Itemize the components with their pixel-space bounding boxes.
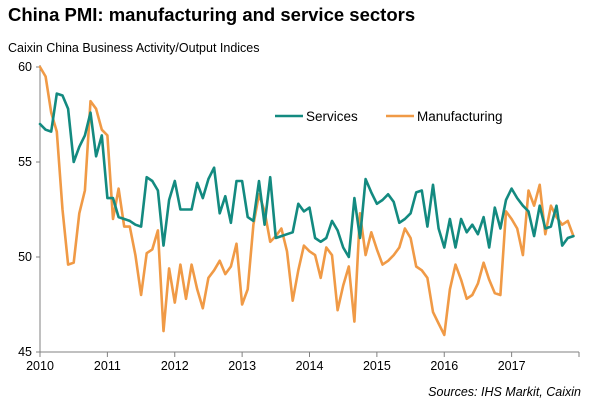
x-tick-label: 2010 bbox=[26, 359, 54, 373]
x-tick-label: 2011 bbox=[94, 359, 121, 373]
source-note: Sources: IHS Markit, Caixin bbox=[428, 385, 581, 399]
x-tick-label: 2014 bbox=[296, 359, 324, 373]
series-line-manufacturing bbox=[38, 65, 575, 337]
y-tick-label: 55 bbox=[18, 155, 32, 169]
y-tick-label: 60 bbox=[18, 60, 32, 74]
chart-title: China PMI: manufacturing and service sec… bbox=[8, 4, 416, 25]
series-line-services bbox=[38, 92, 575, 259]
legend-label-manufacturing: Manufacturing bbox=[417, 109, 503, 124]
legend-label-services: Services bbox=[306, 109, 358, 124]
x-tick-label: 2015 bbox=[363, 359, 391, 373]
chart-subtitle: Caixin China Business Activity/Output In… bbox=[8, 41, 260, 55]
y-tick-label: 45 bbox=[18, 345, 32, 359]
x-tick-label: 2012 bbox=[161, 359, 189, 373]
x-tick-label: 2016 bbox=[430, 359, 458, 373]
x-tick-label: 2017 bbox=[498, 359, 526, 373]
x-tick-label: 2013 bbox=[228, 359, 256, 373]
y-tick-label: 50 bbox=[18, 250, 32, 264]
